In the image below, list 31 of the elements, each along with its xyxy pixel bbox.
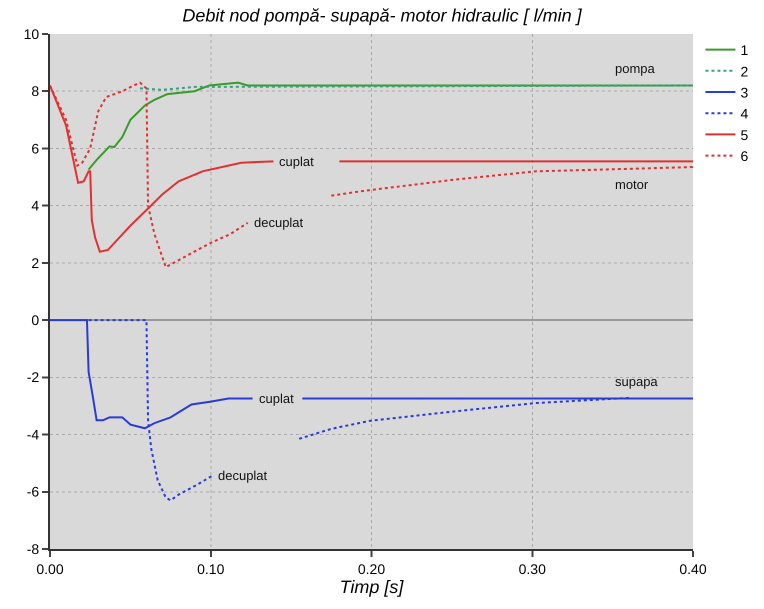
x-tick-label: 0.20	[358, 560, 386, 577]
y-tick-label: 4	[31, 198, 40, 214]
line-series	[88, 82, 693, 171]
legend-label: 1	[740, 42, 748, 58]
annotation: cuplat	[279, 154, 314, 169]
x-tick-label: 0.00	[36, 560, 64, 577]
x-tick-label: 0.40	[679, 560, 707, 577]
y-tick-label: 8	[31, 83, 40, 100]
y-tick-label: 0	[31, 312, 40, 328]
legend-label: 3	[740, 84, 748, 100]
annotation: pompa	[615, 61, 656, 76]
y-tick-label: -2	[26, 369, 40, 386]
legend-label: 2	[740, 63, 748, 80]
annotation: decuplat	[254, 215, 304, 230]
y-tick-label: 2	[31, 254, 40, 271]
legend-label: 4	[740, 106, 748, 122]
y-tick-label: 10	[24, 26, 40, 42]
x-tick-label: 0.30	[518, 560, 546, 577]
y-tick-label: -8	[26, 540, 40, 557]
y-tick-label: -6	[26, 484, 40, 500]
y-tick-label: 6	[31, 140, 40, 156]
annotation: decuplat	[218, 468, 268, 483]
legend-label: 6	[740, 148, 748, 164]
chart-title: Debit nod pompă- supapă- motor hidraulic [ l/min ]	[182, 6, 583, 26]
legend-label: 5	[740, 126, 748, 143]
x-axis-title: Timp [s]	[340, 576, 404, 597]
x-tick-label: 0.10	[197, 560, 225, 577]
annotation: motor	[615, 177, 649, 192]
y-tick-label: -4	[26, 426, 40, 442]
annotation: supapa	[615, 374, 658, 389]
annotation: cuplat	[259, 391, 294, 406]
